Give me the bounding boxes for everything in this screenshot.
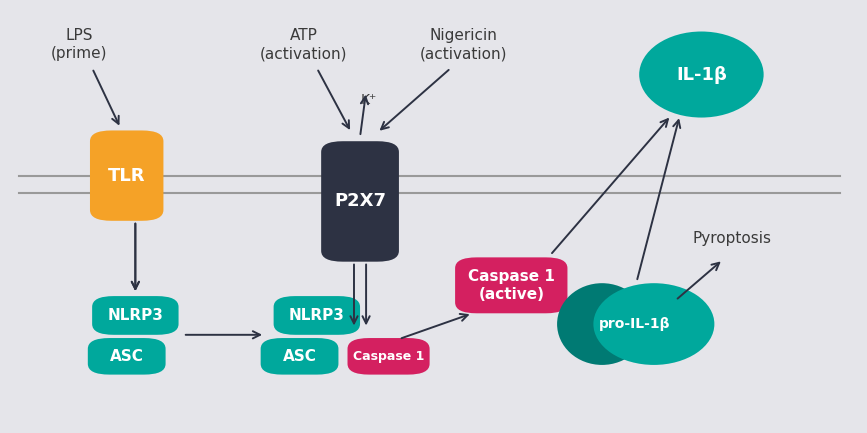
FancyBboxPatch shape <box>321 141 399 262</box>
Ellipse shape <box>557 283 647 365</box>
FancyBboxPatch shape <box>88 338 166 375</box>
Text: NLRP3: NLRP3 <box>108 308 163 323</box>
Text: ASC: ASC <box>110 349 144 364</box>
Text: Pyroptosis: Pyroptosis <box>692 230 771 246</box>
Text: NLRP3: NLRP3 <box>289 308 345 323</box>
FancyBboxPatch shape <box>92 296 179 335</box>
FancyBboxPatch shape <box>348 338 430 375</box>
Text: pro-IL-1β: pro-IL-1β <box>599 317 670 331</box>
FancyBboxPatch shape <box>261 338 338 375</box>
Text: K⁺: K⁺ <box>361 94 377 107</box>
FancyBboxPatch shape <box>455 257 568 313</box>
Text: Caspase 1: Caspase 1 <box>353 350 424 363</box>
Text: ASC: ASC <box>283 349 316 364</box>
Text: IL-1β: IL-1β <box>676 65 727 84</box>
FancyBboxPatch shape <box>274 296 360 335</box>
FancyBboxPatch shape <box>90 130 164 221</box>
Ellipse shape <box>593 283 714 365</box>
Text: TLR: TLR <box>108 167 146 184</box>
Ellipse shape <box>639 32 764 117</box>
Text: P2X7: P2X7 <box>334 192 386 210</box>
Text: LPS
(prime): LPS (prime) <box>51 28 108 61</box>
Text: Caspase 1
(active): Caspase 1 (active) <box>468 268 555 302</box>
Text: Nigericin
(activation): Nigericin (activation) <box>420 28 507 61</box>
Text: ATP
(activation): ATP (activation) <box>260 28 348 61</box>
